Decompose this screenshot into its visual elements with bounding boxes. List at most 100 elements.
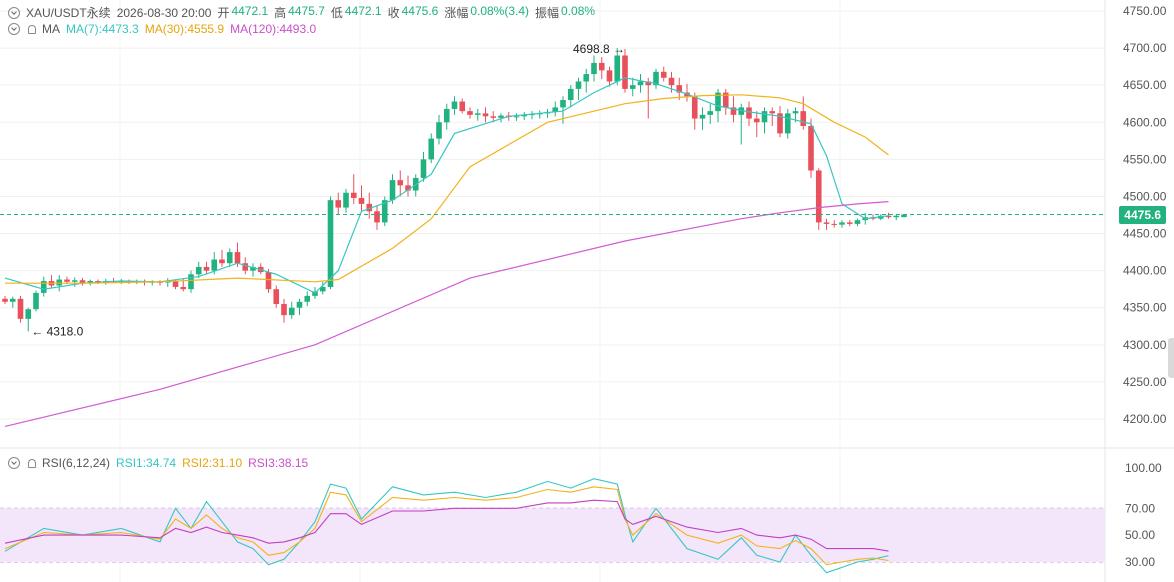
price-tick-label: 4300.00 [1123, 338, 1167, 352]
candle-body [374, 211, 380, 223]
candle-body [226, 252, 233, 264]
candle-body [629, 85, 636, 89]
candle-body [265, 272, 272, 290]
open-value: 4472.1 [231, 4, 269, 18]
chevron-down-icon[interactable] [8, 457, 20, 469]
candle [800, 96, 807, 130]
candle-body [87, 281, 94, 283]
candle [296, 298, 303, 316]
candle-body [707, 111, 714, 115]
candle [831, 220, 838, 228]
candle-body [637, 81, 644, 86]
candle-body [358, 197, 365, 204]
candle-body [567, 88, 574, 101]
candle-body [761, 111, 768, 123]
candle-body [79, 280, 86, 283]
candle [777, 105, 783, 138]
price-tick-label: 4200.00 [1123, 412, 1167, 426]
candle-body [715, 92, 721, 112]
candle [71, 277, 78, 287]
rsi-line-rsi1 [4, 478, 889, 574]
candle [203, 261, 210, 275]
min-price-label: ← 4318.0 [31, 324, 83, 338]
candle-body [730, 107, 737, 115]
rsi1-value: RSI1:34.74 [116, 456, 177, 470]
chevron-down-icon[interactable] [8, 6, 20, 19]
candle-body [474, 113, 481, 115]
candle [622, 48, 628, 93]
ma-line-ma120 [4, 201, 889, 427]
candle-body [296, 301, 303, 308]
candle [17, 295, 24, 323]
candle [226, 248, 233, 267]
candle [443, 103, 450, 130]
candle-body [71, 280, 78, 282]
candle [575, 77, 582, 101]
candle-body [482, 113, 489, 117]
ma30-value: MA(30):4555.9 [144, 22, 225, 36]
candle [598, 56, 605, 80]
candle [529, 111, 535, 120]
bell-icon[interactable] [28, 24, 36, 34]
price-tick-label: 4550.00 [1123, 152, 1167, 166]
candle [389, 174, 396, 204]
candle [273, 285, 280, 308]
candle-body [397, 180, 404, 186]
rsi-tick-label: 70.00 [1125, 501, 1155, 515]
candle-body [180, 286, 187, 290]
candle-body [188, 274, 194, 290]
current-price-tag: 4475.6 [1119, 205, 1166, 224]
ohlc-legend: XAU/USDT永续 2026-08-30 20:00 开 4472.1 高 447… [8, 4, 595, 21]
candle [482, 107, 489, 123]
chevron-down-icon[interactable] [8, 23, 20, 35]
price-tick-label: 4400.00 [1123, 264, 1167, 278]
candle [335, 192, 342, 215]
candle-body [575, 81, 582, 89]
rsi-axis: 100.00 70.00 50.00 30.00 [1125, 461, 1162, 569]
candle-body [319, 286, 326, 292]
candle-body [250, 266, 256, 271]
candle-body [893, 215, 900, 218]
candle-body [668, 77, 675, 86]
candle [637, 74, 644, 93]
candle [467, 107, 473, 119]
close-value: 4475.6 [401, 4, 439, 18]
candle [645, 77, 652, 119]
candle [405, 175, 411, 197]
close-label: 收 [387, 6, 400, 20]
candle-body [746, 107, 752, 119]
bell-icon[interactable] [28, 458, 36, 468]
candle [288, 301, 295, 319]
candle-body [823, 222, 830, 224]
ma-legend: MA MA(7):4473.3 MA(30):4555.9 MA(120):44… [8, 22, 316, 36]
candle [815, 168, 822, 230]
candle-body [521, 114, 528, 117]
candle-body [335, 200, 342, 208]
candle [281, 298, 287, 323]
candle-body [808, 125, 814, 171]
high-value: 4475.7 [288, 4, 325, 18]
candle-body [831, 223, 838, 225]
extreme-markers: 4698.8 → ← 4318.0 [31, 42, 625, 338]
candle [33, 290, 39, 312]
candle-body [815, 170, 822, 223]
candle [769, 107, 776, 126]
candle [676, 77, 683, 101]
candle [250, 263, 256, 277]
candle-body [622, 55, 628, 89]
candle [691, 92, 698, 130]
ma7-value: MA(7):4473.3 [66, 22, 139, 36]
candle-body [560, 100, 566, 108]
side-panel-handle[interactable] [1168, 338, 1174, 378]
candle [366, 192, 373, 219]
candle [498, 113, 504, 123]
open-label: 开 [217, 6, 230, 20]
price-tick-label: 4350.00 [1123, 301, 1167, 315]
price-tick-label: 4700.00 [1123, 41, 1167, 55]
candle [699, 107, 706, 130]
price-axis: 4750.00 4700.00 4650.00 4600.00 4550.00 4500.… [1123, 4, 1167, 426]
candle-body [436, 122, 442, 139]
candle-body [598, 62, 605, 71]
candle [536, 110, 543, 119]
